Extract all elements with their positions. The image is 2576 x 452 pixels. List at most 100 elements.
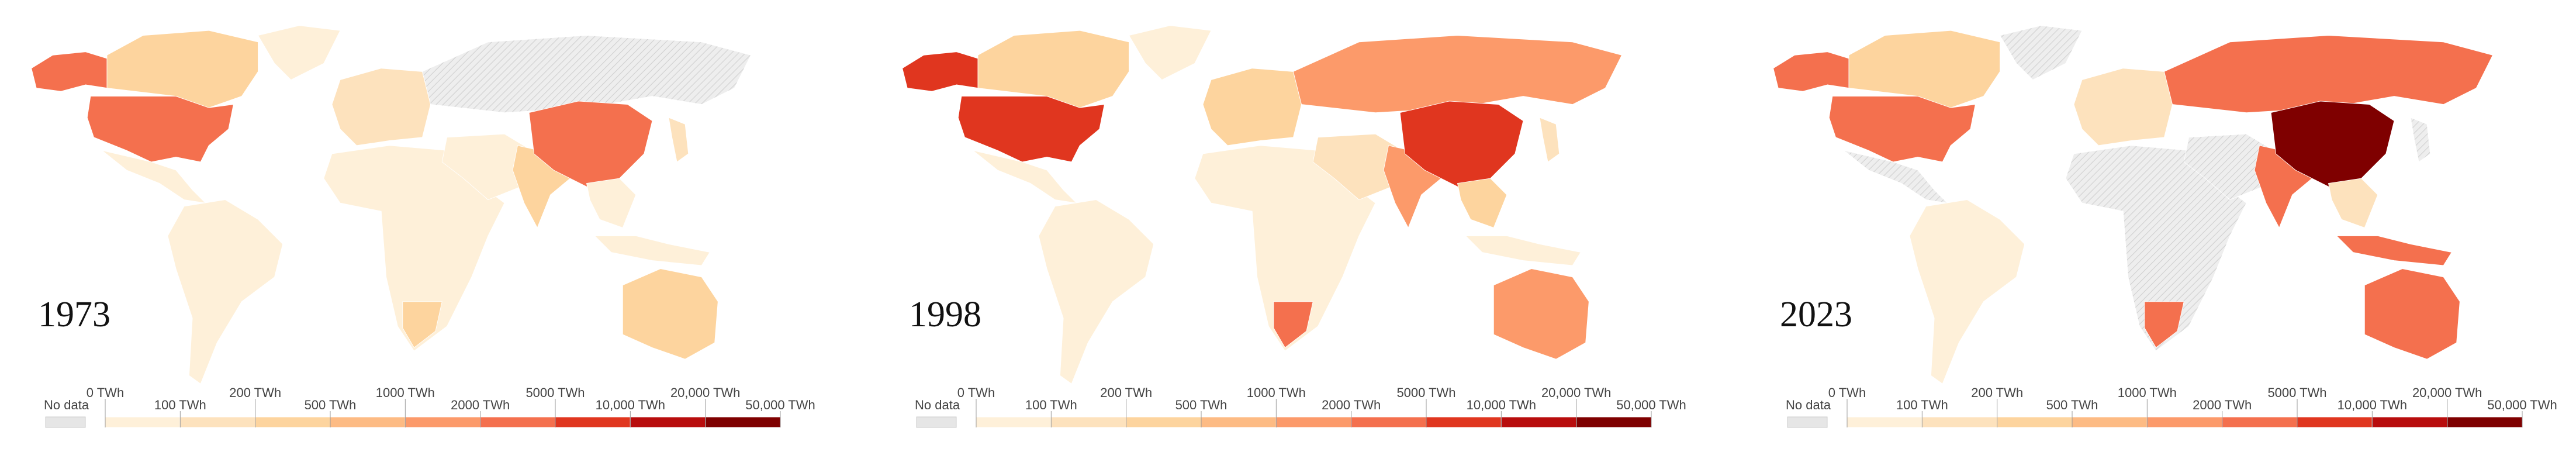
country: [167, 199, 283, 384]
legend-threshold-label: 20,000 TWh: [1541, 385, 1611, 400]
year-label: 2023: [1780, 295, 1852, 334]
legend-swatch: [2371, 416, 2448, 428]
legend-swatch: [2146, 416, 2223, 428]
legend-swatch: [976, 416, 1052, 428]
legend-swatch: [1997, 416, 2073, 428]
legend-threshold-label: 10,000 TWh: [2338, 398, 2407, 412]
legend-threshold-label: 500 TWh: [2046, 398, 2098, 412]
country: [594, 235, 710, 266]
legend-no-data-label: No data: [915, 398, 960, 412]
legend-threshold-label: 100 TWh: [1025, 398, 1077, 412]
legend-swatch: [2222, 416, 2298, 428]
country: [586, 178, 637, 228]
legend-threshold-label: 20,000 TWh: [670, 385, 740, 400]
legend-swatch: [480, 416, 556, 428]
legend-threshold-label: 0 TWh: [87, 385, 124, 400]
country: [1828, 96, 1976, 163]
legend-no-data-swatch: [916, 416, 957, 428]
legend-swatch: [1576, 416, 1652, 428]
world-map: [902, 25, 1623, 384]
country: [2336, 235, 2452, 266]
country: [1493, 268, 1589, 360]
legend-threshold-label: 200 TWh: [1971, 385, 2023, 400]
year-label: 1973: [38, 295, 110, 334]
country: [257, 25, 341, 80]
legend-threshold-label: 200 TWh: [1100, 385, 1152, 400]
country: [2073, 68, 2173, 146]
legend-swatch: [105, 416, 181, 428]
legend-threshold-label: 0 TWh: [957, 385, 995, 400]
country: [1399, 101, 1524, 187]
legend-no-data-swatch: [1787, 416, 1828, 428]
legend-threshold-label: 10,000 TWh: [1467, 398, 1536, 412]
country: [1465, 235, 1581, 266]
world-map: [31, 25, 752, 384]
country: [977, 30, 1129, 108]
legend-swatch: [1426, 416, 1502, 428]
country: [1909, 199, 2025, 384]
country: [2364, 268, 2460, 360]
country: [2183, 133, 2280, 201]
country: [1457, 178, 1507, 228]
country: [1539, 117, 1560, 163]
legend-threshold-label: 2000 TWh: [1322, 398, 1381, 412]
legend-swatch: [404, 416, 481, 428]
legend-threshold-label: 200 TWh: [229, 385, 281, 400]
legend-threshold-label: 5000 TWh: [1396, 385, 1455, 400]
legend-swatch: [1500, 416, 1577, 428]
country: [902, 51, 978, 92]
country: [1773, 51, 1849, 92]
legend-threshold-label: 1000 TWh: [1247, 385, 1306, 400]
legend-swatch: [2072, 416, 2148, 428]
country: [402, 301, 442, 349]
legend-swatch: [2297, 416, 2373, 428]
country: [87, 96, 234, 163]
country: [2328, 178, 2378, 228]
country: [2410, 117, 2431, 163]
legend-threshold-label: 5000 TWh: [2267, 385, 2326, 400]
legend-swatch: [1201, 416, 1277, 428]
country: [622, 268, 718, 360]
legend-swatch: [255, 416, 331, 428]
legend-threshold-label: 5000 TWh: [525, 385, 585, 400]
legend-no-data-label: No data: [44, 398, 89, 412]
country: [2164, 35, 2494, 113]
legend-threshold-label: 1000 TWh: [2118, 385, 2177, 400]
legend-swatch: [1847, 416, 1923, 428]
country: [1293, 35, 1623, 113]
country: [1128, 25, 1212, 80]
country: [331, 68, 431, 146]
country: [1038, 199, 1154, 384]
world-map: [1773, 25, 2494, 384]
legend-threshold-label: 100 TWh: [1896, 398, 1948, 412]
legend-threshold-label: 50,000 TWh: [2487, 398, 2557, 412]
legend-swatch: [2447, 416, 2523, 428]
country: [2144, 301, 2184, 349]
country: [106, 30, 258, 108]
legend-threshold-label: 100 TWh: [154, 398, 206, 412]
legend-threshold-label: 20,000 TWh: [2412, 385, 2482, 400]
country: [1848, 30, 2000, 108]
legend-swatch: [179, 416, 256, 428]
country: [441, 133, 538, 201]
legend-threshold-label: 50,000 TWh: [745, 398, 815, 412]
country: [528, 101, 653, 187]
legend-swatch: [1126, 416, 1202, 428]
country: [1312, 133, 1409, 201]
legend-threshold-label: 10,000 TWh: [596, 398, 665, 412]
legend-swatch: [1921, 416, 1998, 428]
legend-threshold-label: 2000 TWh: [451, 398, 510, 412]
legend-swatch: [705, 416, 781, 428]
country: [1202, 68, 1302, 146]
legend-swatch: [330, 416, 406, 428]
legend-swatch: [1050, 416, 1127, 428]
legend-threshold-label: 2000 TWh: [2193, 398, 2252, 412]
legend-threshold-label: 1000 TWh: [376, 385, 435, 400]
legend-threshold-label: 0 TWh: [1828, 385, 1866, 400]
country: [31, 51, 108, 92]
country: [1273, 301, 1313, 349]
